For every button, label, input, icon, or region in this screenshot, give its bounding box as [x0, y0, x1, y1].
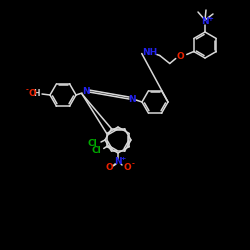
- Text: -: -: [132, 161, 134, 167]
- Text: O: O: [123, 162, 131, 172]
- Text: O: O: [177, 52, 184, 61]
- Text: +: +: [120, 156, 126, 162]
- Text: NH: NH: [142, 48, 157, 57]
- Text: N: N: [128, 94, 136, 104]
- Text: H: H: [34, 90, 40, 98]
- Text: Cl: Cl: [87, 140, 97, 148]
- Text: Cl: Cl: [92, 146, 102, 155]
- Text: O: O: [28, 90, 36, 98]
- Text: N: N: [114, 158, 122, 166]
- Text: N: N: [82, 88, 90, 96]
- Text: N: N: [201, 18, 209, 26]
- Text: +: +: [207, 16, 213, 22]
- Text: -: -: [26, 87, 29, 93]
- Text: O: O: [105, 162, 113, 172]
